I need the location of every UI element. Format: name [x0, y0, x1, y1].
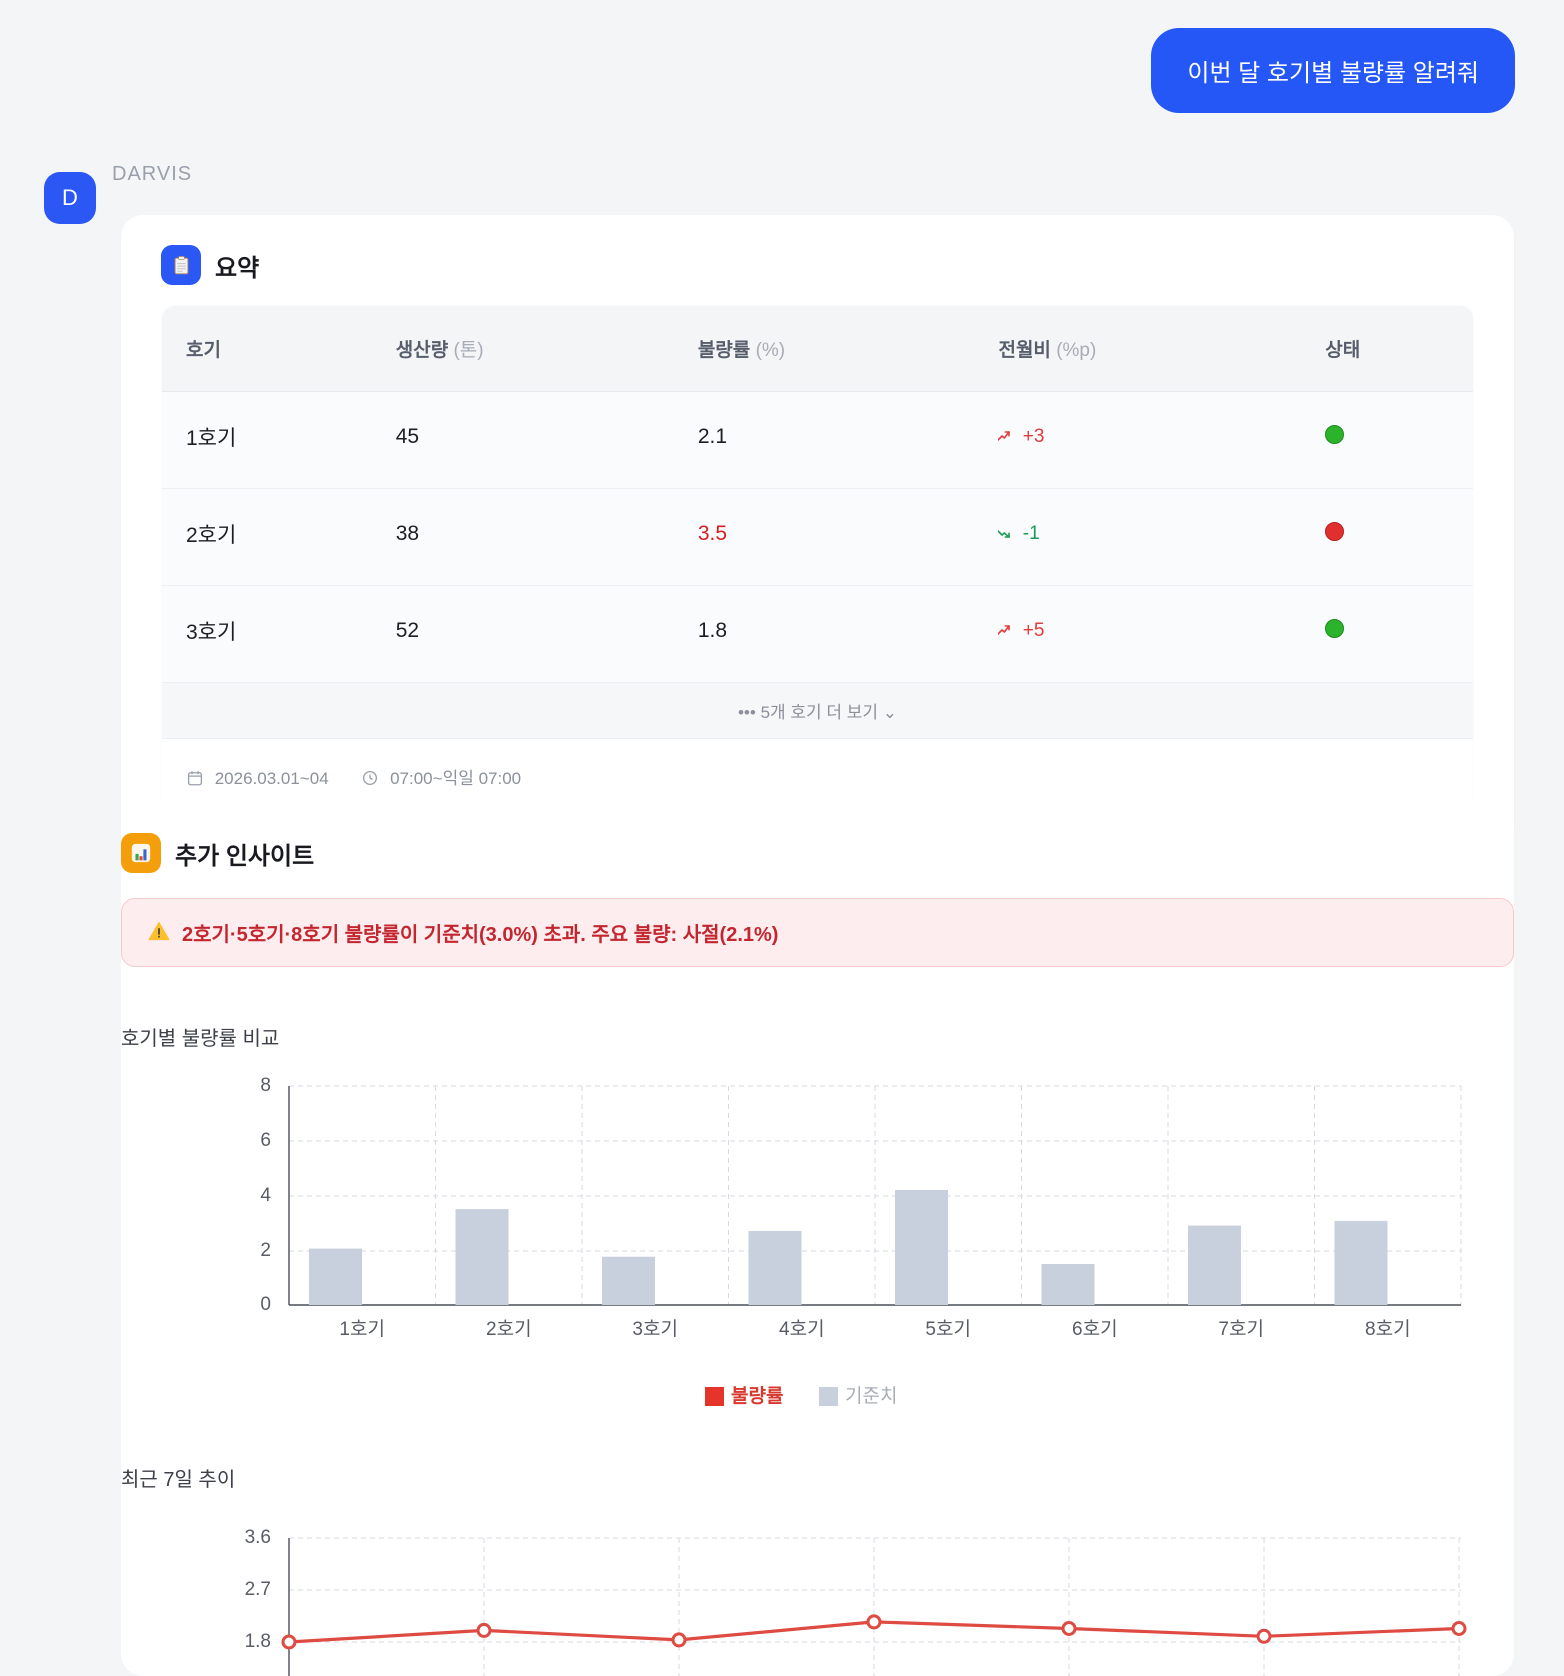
svg-text:기준치: 기준치 — [845, 1385, 897, 1407]
svg-text:불량률: 불량률 — [731, 1385, 783, 1407]
svg-text:2호기: 2호기 — [486, 1318, 532, 1340]
svg-text:7호기: 7호기 — [1218, 1318, 1264, 1340]
svg-text:2: 2 — [260, 1240, 271, 1261]
svg-text:6호기: 6호기 — [1072, 1318, 1118, 1340]
svg-text:1.8: 1.8 — [245, 1631, 271, 1652]
svg-text:3.6: 3.6 — [245, 1528, 271, 1548]
svg-text:2.7: 2.7 — [245, 1579, 271, 1600]
svg-text:8호기: 8호기 — [1365, 1318, 1411, 1340]
svg-text:8: 8 — [260, 1075, 271, 1096]
svg-text:6: 6 — [260, 1130, 271, 1151]
svg-text:1호기: 1호기 — [339, 1318, 385, 1340]
svg-text:0: 0 — [260, 1294, 271, 1315]
svg-text:4호기: 4호기 — [779, 1318, 825, 1340]
svg-text:5호기: 5호기 — [925, 1318, 971, 1340]
svg-text:4: 4 — [260, 1185, 271, 1206]
svg-text:3호기: 3호기 — [632, 1318, 678, 1340]
